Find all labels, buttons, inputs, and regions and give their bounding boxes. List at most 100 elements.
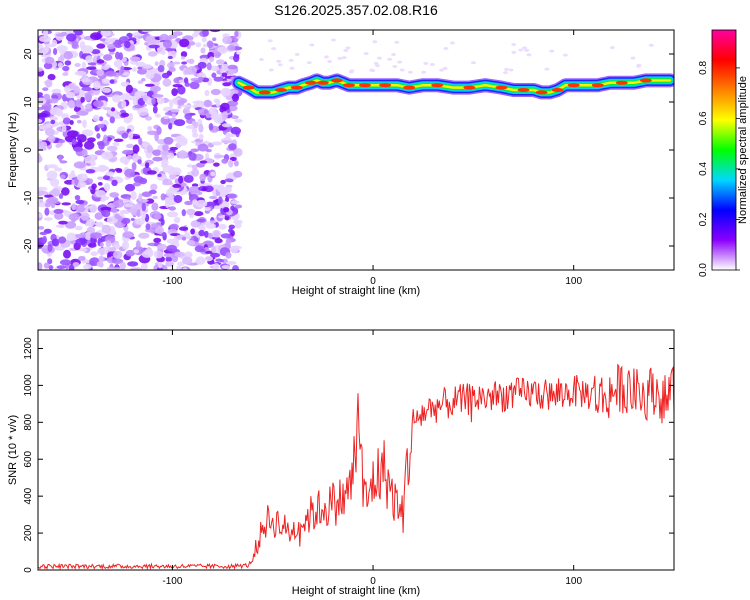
heatmap-cell <box>136 69 148 75</box>
heatmap-cell <box>152 156 163 162</box>
heatmap-cell <box>147 51 158 57</box>
heatmap-cell <box>83 264 92 270</box>
y-tick-label: 1000 <box>23 374 34 397</box>
heatmap-cell <box>112 94 122 103</box>
heatmap-cell <box>152 105 158 114</box>
heatmap-cell <box>222 82 232 87</box>
heatmap-cell <box>234 118 243 123</box>
signal-hotspot <box>403 85 416 90</box>
heatmap-cell <box>141 77 146 82</box>
signal-hotspot <box>517 88 530 92</box>
heatmap-cell <box>138 177 148 185</box>
heatmap-cell <box>153 87 158 97</box>
heatmap-cell <box>105 70 117 77</box>
heatmap-cell <box>166 211 179 218</box>
heatmap-cell <box>139 112 149 116</box>
heatmap-cell <box>59 259 72 266</box>
heatmap-cell <box>206 62 212 71</box>
heatmap-cell <box>44 207 50 216</box>
heatmap-cell <box>233 54 240 63</box>
signal-hotspot <box>639 78 652 83</box>
heatmap-cell <box>212 37 217 42</box>
heatmap-cell <box>172 61 181 65</box>
heatmap-cell <box>46 164 58 169</box>
heatmap-cell <box>96 59 105 64</box>
heatmap-cell <box>151 94 164 98</box>
x-tick-label: -100 <box>162 276 182 287</box>
y-tick-label: -10 <box>23 190 34 205</box>
heatmap-cell <box>429 63 435 66</box>
signal-hotspot <box>463 85 476 90</box>
heatmap-cell <box>68 83 75 90</box>
colorbar-tick-label: 0.6 <box>698 111 709 125</box>
heatmap-cell <box>225 132 231 140</box>
heatmap-cell <box>211 72 217 79</box>
heatmap-cell <box>549 49 555 53</box>
heatmap-cell <box>161 159 169 167</box>
heatmap-cell <box>132 182 142 187</box>
heatmap-cell <box>51 88 62 94</box>
heatmap-cell <box>110 207 118 214</box>
heatmap-cell <box>392 65 398 68</box>
heatmap-cell <box>80 212 90 221</box>
heatmap-cell <box>56 108 63 117</box>
heatmap-cell <box>172 183 182 188</box>
heatmap-cell <box>157 65 165 73</box>
heatmap-cell <box>148 44 160 49</box>
heatmap-cell <box>90 251 98 256</box>
heatmap-cell <box>44 128 55 136</box>
heatmap-cell <box>369 68 375 72</box>
heatmap-cell <box>74 195 81 201</box>
heatmap-cell <box>202 43 208 48</box>
heatmap-cell <box>157 173 162 177</box>
heatmap-cell <box>162 182 174 186</box>
heatmap-cell <box>166 244 178 252</box>
top-y-axis-label: Frequency (Hz) <box>7 112 19 188</box>
heatmap-cell <box>397 60 403 64</box>
heatmap-cell <box>50 178 60 187</box>
heatmap-cell <box>141 202 146 212</box>
heatmap-cell <box>122 72 131 76</box>
heatmap-cell <box>137 80 144 85</box>
heatmap-cell <box>268 68 274 72</box>
heatmap-cell <box>174 178 179 185</box>
heatmap-cell <box>109 192 120 198</box>
heatmap-cell <box>69 120 74 125</box>
heatmap-cell <box>193 80 203 83</box>
heatmap-cell <box>180 51 188 58</box>
heatmap-cell <box>187 67 192 75</box>
heatmap-cell <box>154 226 164 234</box>
heatmap-cell <box>100 30 112 37</box>
heatmap-cell <box>55 143 61 148</box>
heatmap-cell <box>198 133 204 141</box>
heatmap-cell <box>132 144 140 154</box>
heatmap-cell <box>169 223 179 230</box>
heatmap-cell <box>145 198 155 204</box>
heatmap-cell <box>198 229 205 237</box>
heatmap-cell <box>84 104 91 110</box>
heatmap-cell <box>225 240 231 249</box>
heatmap-cell <box>116 168 123 173</box>
heatmap-cell <box>84 155 96 164</box>
heatmap-cell <box>94 222 100 226</box>
heatmap-cell <box>288 58 294 62</box>
heatmap-cell <box>209 220 217 224</box>
heatmap-cell <box>62 72 69 76</box>
heatmap-cell <box>84 231 93 241</box>
heatmap-cell <box>211 245 217 254</box>
heatmap-cell <box>220 179 226 185</box>
heatmap-cell <box>636 63 642 67</box>
heatmap-cell <box>213 205 222 210</box>
heatmap-cell <box>188 58 195 64</box>
heatmap-cell <box>186 240 196 246</box>
heatmap-cell <box>230 205 235 211</box>
heatmap-cell <box>387 57 393 61</box>
bottom-x-axis-label: Height of straight line (km) <box>292 585 420 597</box>
heatmap-cell <box>181 236 187 241</box>
heatmap-cell <box>85 169 96 174</box>
heatmap-cell <box>88 178 93 184</box>
heatmap-cell <box>98 141 105 150</box>
heatmap-cell <box>136 209 142 218</box>
heatmap-cell <box>204 255 213 262</box>
